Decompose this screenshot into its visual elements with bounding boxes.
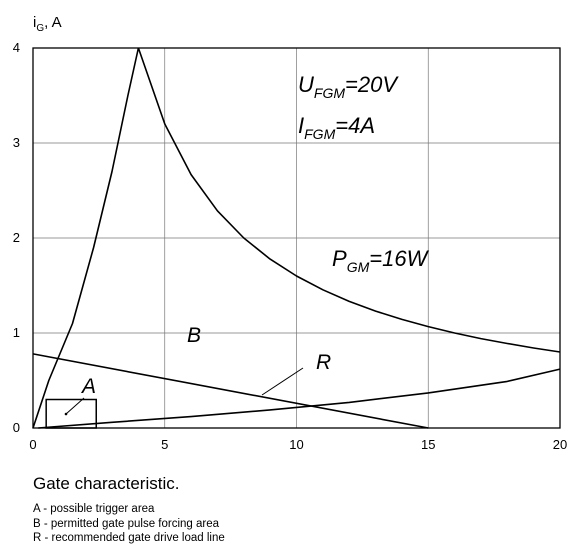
legend: A - possible trigger area B - permitted …: [33, 502, 225, 546]
y-tick-label: 1: [13, 325, 20, 340]
max-gate-power-hyperbola: [137, 47, 561, 353]
label-a-dot: [64, 412, 68, 416]
annotation-ifgm: IFGM=4A: [298, 113, 375, 142]
plot-frame: [32, 47, 561, 429]
y-tick-label: 0: [13, 420, 20, 435]
max-gate-current-voltage-boundary: [32, 47, 140, 429]
x-tick-label: 15: [421, 437, 435, 452]
label-b: B: [187, 324, 201, 347]
grid-lines: [33, 48, 560, 428]
recommended-load-line: [32, 353, 429, 429]
y-axis-label: iG, A: [33, 14, 62, 34]
trigger-area-box: [45, 398, 97, 429]
y-tick-label: 3: [13, 135, 20, 150]
curves: [32, 47, 561, 429]
annotations: UFGM=20V IFGM=4A PGM=16W A B R: [64, 72, 430, 416]
label-r: R: [316, 351, 331, 374]
label-r-leader: [261, 367, 304, 396]
label-a-leader: [65, 397, 85, 415]
x-tick-label: 10: [289, 437, 303, 452]
legend-item-a: A - possible trigger area: [33, 503, 155, 515]
x-tick-label: 20: [553, 437, 567, 452]
label-a: A: [80, 375, 96, 398]
legend-item-r: R - recommended gate drive load line: [33, 532, 225, 544]
legend-item-b: B - permitted gate pulse forcing area: [33, 517, 220, 530]
x-tick-label: 0: [29, 437, 36, 452]
y-tick-label: 2: [13, 230, 20, 245]
x-tick-label: 5: [161, 437, 168, 452]
gate-diode-characteristic: [38, 368, 561, 429]
chart-caption: Gate characteristic.: [33, 474, 180, 493]
annotation-ufgm: UFGM=20V: [298, 72, 399, 101]
y-tick-label: 4: [13, 40, 20, 55]
annotation-pgm: PGM=16W: [332, 246, 430, 275]
tick-labels: 0 5 10 15 20 0 1 2 3 4: [13, 40, 567, 452]
